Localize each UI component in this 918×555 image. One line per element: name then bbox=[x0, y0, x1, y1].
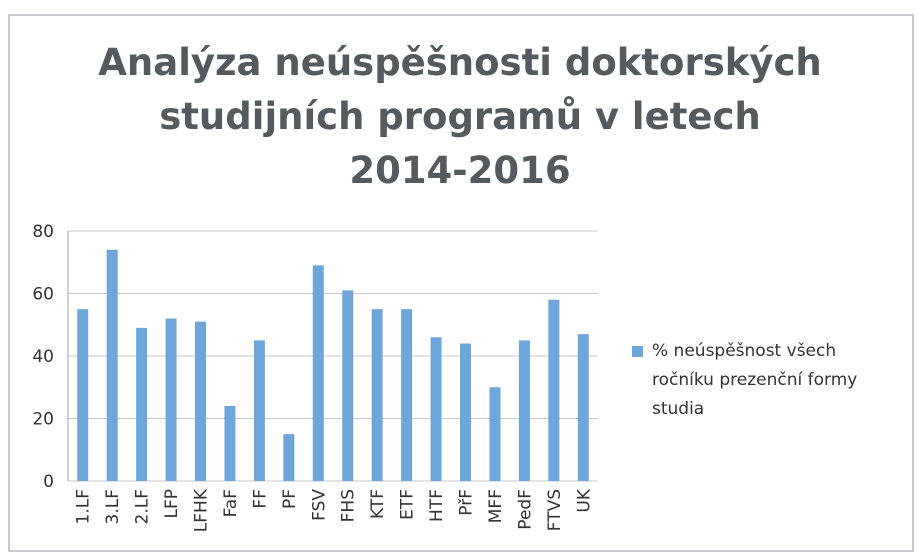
x-tick-label: PřF bbox=[457, 489, 477, 516]
bar bbox=[460, 343, 471, 481]
legend-entry: % neúspěšnost všech ročníku prezenční fo… bbox=[652, 341, 858, 419]
y-tick-label: 80 bbox=[32, 222, 54, 242]
legend-key bbox=[632, 346, 643, 357]
x-tick-label: 1.LF bbox=[74, 489, 94, 524]
x-tick-label: LFHK bbox=[192, 488, 212, 532]
x-tick-label: 3.LF bbox=[103, 489, 123, 524]
x-tick-label: LFP bbox=[162, 489, 182, 519]
chart-title: Analýza neúspěšnosti doktorských studijn… bbox=[98, 41, 822, 192]
x-tick-label: 2.LF bbox=[133, 489, 153, 524]
bar bbox=[136, 327, 148, 481]
bar bbox=[283, 434, 295, 481]
bar bbox=[548, 299, 560, 481]
x-tick-label: PF bbox=[280, 489, 300, 509]
bar bbox=[342, 290, 354, 481]
bar bbox=[165, 318, 177, 481]
y-tick-label: 20 bbox=[32, 410, 54, 430]
y-tick-label: 60 bbox=[32, 285, 54, 305]
x-tick-label: FF bbox=[250, 489, 270, 509]
x-tick-label: FaF bbox=[221, 489, 241, 517]
bar bbox=[577, 334, 589, 481]
x-tick-label: ETF bbox=[398, 489, 418, 520]
y-tick-label: 0 bbox=[43, 472, 54, 492]
x-tick-label: FTVS bbox=[545, 489, 565, 531]
bar bbox=[224, 406, 236, 481]
x-tick-label: HTF bbox=[427, 489, 447, 522]
bar bbox=[195, 321, 206, 481]
bar bbox=[371, 309, 383, 481]
x-tick-label: MFF bbox=[486, 489, 506, 523]
bar bbox=[253, 340, 265, 481]
x-tick-label: UK bbox=[574, 488, 594, 512]
bar bbox=[401, 309, 413, 481]
x-tick-label: FSV bbox=[309, 489, 329, 521]
bar bbox=[312, 265, 324, 481]
bar bbox=[518, 340, 530, 481]
bar bbox=[77, 309, 89, 481]
x-tick-label: KTF bbox=[368, 489, 388, 519]
bar bbox=[430, 337, 442, 481]
bar bbox=[106, 249, 118, 481]
x-tick-label: FHS bbox=[339, 489, 359, 522]
x-tick-label: PedF bbox=[515, 489, 535, 530]
bar bbox=[489, 387, 501, 481]
chart-frame bbox=[8, 14, 914, 552]
y-tick-label: 40 bbox=[32, 347, 54, 367]
